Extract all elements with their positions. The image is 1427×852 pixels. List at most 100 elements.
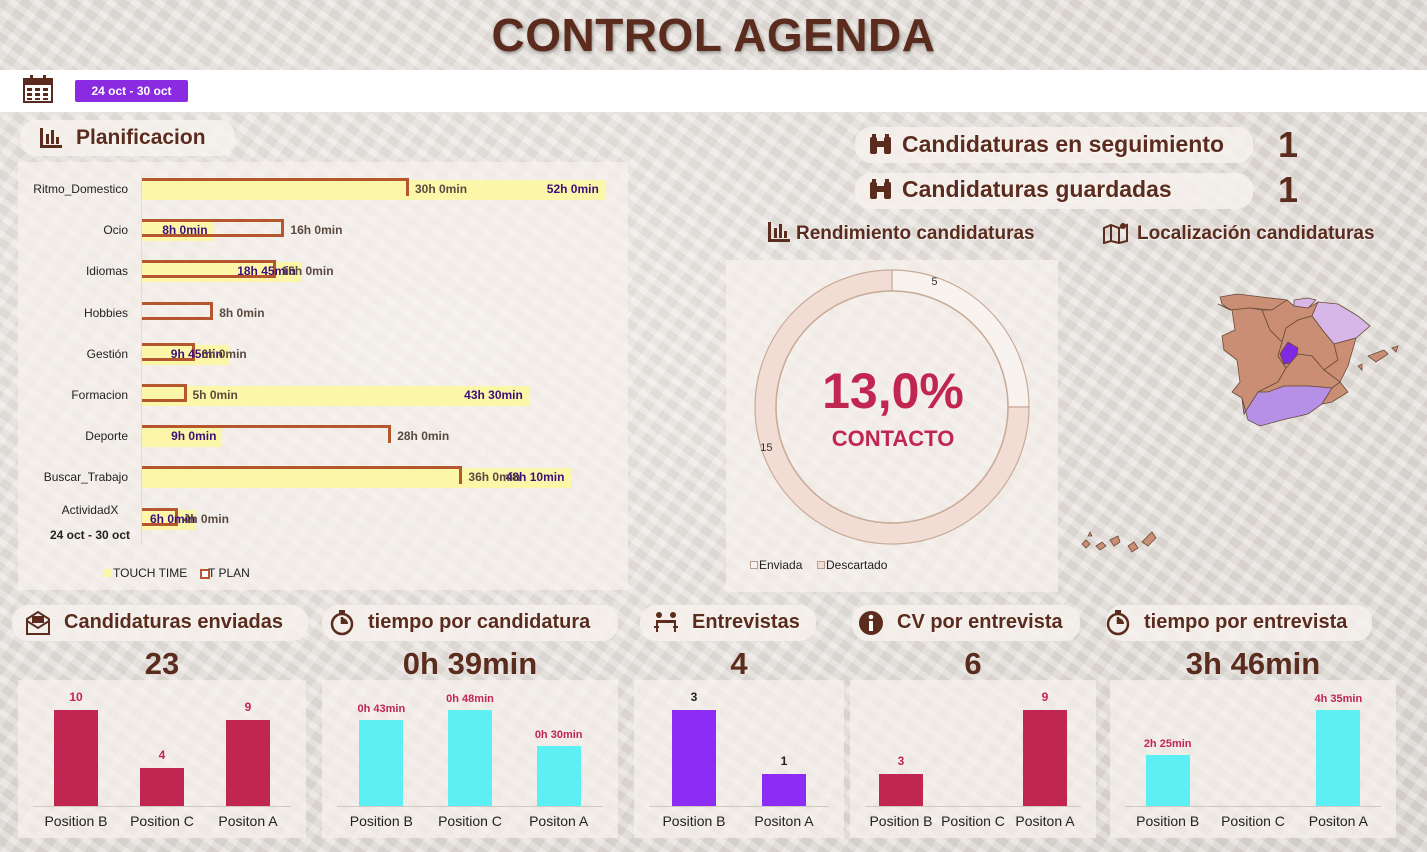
kpi-value: 6 (964, 646, 982, 681)
stopwatch-icon (1106, 610, 1130, 636)
category-label: Deporte (85, 429, 128, 444)
legend-descartado: Descartado (826, 558, 888, 572)
label-t-plan: 6h 0min (201, 346, 247, 361)
label-t-plan: 16h 0min (290, 223, 343, 238)
kpi-bar[interactable] (226, 719, 270, 806)
bar-chart-icon (768, 222, 790, 242)
binoculars-icon (870, 179, 891, 199)
planificacion-panel (18, 162, 628, 590)
bar-t-plan[interactable] (142, 425, 392, 444)
bar-t-plan[interactable] (142, 260, 276, 279)
legend-swatch-t-plan (200, 569, 210, 579)
legend-swatch-touch-time (103, 569, 111, 577)
kpi-category-label: Position C (130, 813, 194, 829)
chart-axis (141, 174, 142, 545)
stopwatch-icon (330, 610, 354, 636)
localizacion-title: Localización candidaturas (1137, 223, 1375, 244)
calendar-icon[interactable] (23, 75, 53, 103)
bar-touch-time[interactable] (142, 427, 223, 448)
kpi-bar[interactable] (536, 746, 581, 806)
donut-inner-ring (775, 290, 1009, 524)
label-touch-time: 9h 45min (170, 346, 223, 361)
meeting-icon (654, 612, 678, 632)
label-t-plan: 30h 0min (415, 182, 468, 196)
date-range-chip[interactable]: 24 oct - 30 oct (75, 80, 188, 102)
planificacion-title: Planificacion (76, 126, 206, 149)
planificacion-chart: Ritmo_Domestico 52h 0min 30h 0min Ocio 8h 0m… (0, 170, 640, 590)
seguimiento-label: Candidaturas en seguimiento (902, 131, 1225, 157)
label-t-plan: 5h 0min (192, 388, 238, 402)
kpi-category-label: Positon A (1308, 813, 1368, 829)
rendimiento-title: Rendimiento candidaturas (796, 223, 1035, 244)
kpi-category-label: Positon A (1015, 813, 1075, 829)
kpi-title: CV por entrevista (897, 611, 1063, 633)
bar-t-plan[interactable] (142, 178, 409, 196)
kpi-bar[interactable] (762, 774, 806, 806)
kpi-bar-label: 0h 30min (534, 729, 583, 741)
kpi-bar-label: 0h 48min (446, 693, 494, 705)
guardadas-value: 1 (1277, 169, 1299, 210)
category-label: Ocio (103, 223, 128, 238)
kpi-bar[interactable] (1316, 710, 1361, 806)
info-icon (859, 611, 883, 635)
kpi-bar-label: 9 (1041, 690, 1049, 704)
chart-date-sublabel: 24 oct - 30 oct (49, 528, 131, 542)
kpi-value: 4 (730, 646, 748, 681)
label-t-plan: 15h 0min (281, 264, 334, 279)
kpi-bar[interactable] (140, 767, 184, 806)
kpi-category-label: Position C (1221, 813, 1285, 829)
map-icon (1103, 223, 1128, 244)
kpi-bar[interactable] (672, 710, 716, 806)
label-touch-time: 9h 0min (171, 429, 217, 444)
kpi-bar[interactable] (54, 710, 98, 806)
binoculars-icon (870, 134, 891, 154)
kpi-bar[interactable] (359, 720, 404, 806)
bar-t-plan[interactable] (142, 342, 196, 361)
bar-t-plan[interactable] (142, 507, 178, 526)
kpi-bar[interactable] (1145, 755, 1190, 806)
bar-t-plan[interactable] (142, 219, 285, 238)
bar-t-plan[interactable] (142, 384, 187, 402)
kpi-axis (865, 806, 1081, 807)
label-touch-time: 43h 30min (464, 388, 523, 402)
kpi-bar-label: 3 (897, 754, 905, 768)
kpi-bar[interactable] (448, 710, 492, 806)
kpi-category-label: Position B (662, 813, 726, 829)
kpi-category-label: Positon A (529, 813, 589, 829)
category-label: Ritmo_Domestico (33, 182, 128, 196)
kpi-category-label: Position B (349, 813, 413, 829)
bar-touch-time[interactable] (142, 386, 530, 406)
kpi-bar[interactable] (879, 774, 923, 806)
category-label: ActividadX (61, 502, 119, 517)
donut-chart: 5 15 (754, 269, 1030, 545)
legend-touch-time: TOUCH TIME (113, 566, 188, 580)
kpi-header-pill (852, 605, 1080, 641)
guardadas-label: Candidaturas guardadas (902, 176, 1172, 202)
bar-touch-time[interactable] (142, 180, 605, 200)
seguimiento-value: 1 (1277, 124, 1299, 165)
kpi-bar[interactable] (1023, 710, 1067, 806)
kpi-category-label: Position C (438, 813, 502, 829)
legend-swatch-enviada (750, 561, 758, 569)
kpi-category-label: Position C (941, 813, 1005, 829)
kpi-axis (337, 806, 603, 807)
kpi-chart-panel (634, 680, 844, 838)
kpi-category-label: Position B (44, 813, 108, 829)
bar-t-plan[interactable] (142, 466, 463, 485)
kpi-title: Entrevistas (692, 611, 800, 633)
kpi-bar-label: 3 (690, 690, 698, 704)
kpi-value: 0h 39min (402, 646, 538, 681)
spain-map[interactable] (1072, 270, 1402, 570)
bar-t-plan[interactable] (142, 301, 214, 320)
bar-touch-time[interactable] (142, 468, 571, 489)
kpi-axis (33, 806, 291, 807)
legend-enviada: Enviada (759, 558, 803, 572)
page-title: CONTROL AGENDA (491, 9, 936, 61)
category-label: Idiomas (85, 264, 128, 279)
kpi-category-label: Positon A (754, 813, 814, 829)
kpi-value: 23 (144, 646, 180, 681)
label-touch-time: 6h 0min (150, 511, 196, 526)
label-t-plan: 8h 0min (219, 305, 265, 320)
category-label: Gestión (86, 346, 128, 361)
label-touch-time: 8h 0min (162, 223, 208, 238)
